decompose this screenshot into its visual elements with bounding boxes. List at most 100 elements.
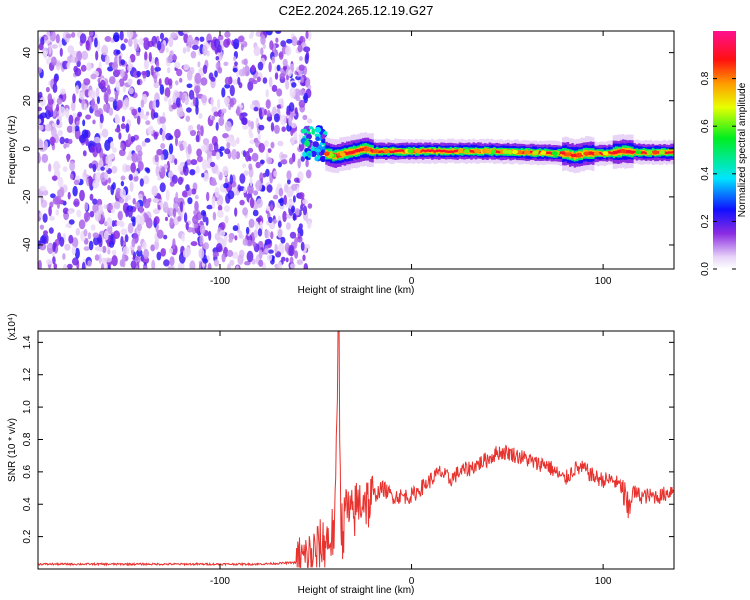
snr-x-tick-label: -100 — [210, 576, 230, 587]
heatmap-noise-cell — [187, 34, 194, 47]
snr-y-tick-label: 1.4 — [22, 335, 33, 349]
heatmap-noise-cell — [50, 193, 56, 199]
heatmap-noise-cell — [51, 127, 57, 138]
heatmap-noise-cell — [167, 67, 171, 74]
heatmap-noise-cell — [253, 229, 258, 238]
heatmap-noise-cell — [253, 190, 259, 196]
heatmap-noise-cell — [302, 114, 308, 121]
heatmap-noise-cell — [280, 159, 287, 165]
heatmap-noise-cell — [135, 254, 141, 264]
heatmap-track-cell — [431, 149, 434, 152]
heatmap-track-spot — [485, 149, 491, 154]
heatmap-noise-cell — [163, 234, 168, 240]
heatmap-noise-cell — [302, 199, 308, 205]
heatmap-noise-cell — [172, 54, 178, 61]
heatmap-noise-cell — [275, 37, 279, 43]
heatmap-noise-cell — [227, 190, 235, 200]
heatmap-noise-cell — [194, 72, 202, 84]
heatmap-noise-cell — [120, 236, 124, 247]
heatmap-track-spot — [363, 147, 370, 152]
heatmap-noise-cell — [280, 40, 287, 47]
heatmap-noise-cell — [179, 77, 183, 83]
heatmap-noise-cell — [265, 99, 271, 109]
heatmap-noise-cell — [273, 219, 278, 224]
heatmap-noise-cell — [229, 174, 233, 185]
heatmap-noise-cell — [141, 70, 148, 76]
heatmap-noise-cell — [264, 229, 271, 239]
heatmap-noise-cell — [214, 70, 218, 78]
heatmap-noise-cell — [100, 79, 106, 89]
heatmap-noise-cell — [96, 96, 100, 105]
heatmap-noise-cell — [186, 83, 193, 89]
heatmap-noise-cell — [266, 116, 273, 122]
heatmap-noise-cell — [227, 263, 231, 269]
heatmap-noise-cell — [186, 45, 191, 53]
heatmap-burst-cell — [314, 126, 322, 133]
heatmap-noise-cell — [88, 89, 95, 99]
heatmap-track-cell — [548, 151, 551, 154]
heatmap-noise-cell — [89, 145, 96, 153]
heatmap-track-cell — [401, 149, 404, 155]
heatmap-noise-cell — [122, 246, 130, 256]
heatmap-noise-cell — [244, 261, 251, 266]
heatmap-noise-cell — [294, 107, 298, 115]
heatmap-noise-cell — [280, 236, 286, 244]
heatmap-track-cell — [617, 149, 620, 154]
heatmap-noise-cell — [124, 196, 129, 203]
heatmap-noise-cell — [232, 225, 239, 232]
heatmap-noise-cell — [260, 159, 265, 165]
heatmap-noise-cell — [300, 241, 305, 251]
heatmap-burst-cell — [310, 145, 315, 153]
heatmap-noise-cell — [190, 159, 198, 166]
heatmap-noise-cell — [154, 66, 161, 72]
heatmap-noise-cell — [120, 43, 126, 51]
heatmap-noise-cell — [144, 138, 151, 143]
heatmap-noise-cell — [49, 216, 55, 221]
heatmap-noise-cell — [92, 203, 99, 214]
heatmap-track-cell — [644, 151, 648, 155]
heatmap-noise-cell — [88, 175, 92, 187]
heatmap-noise-cell — [43, 230, 48, 236]
heatmap-noise-cell — [160, 143, 166, 149]
heatmap-noise-cell — [237, 254, 244, 265]
heatmap-noise-cell — [111, 165, 118, 174]
heatmap-track-spot — [516, 150, 523, 155]
heatmap-noise-cell — [229, 98, 235, 108]
heatmap-burst-cell — [320, 134, 326, 140]
heatmap-track-cell — [419, 150, 423, 153]
heatmap-noise-cell — [192, 96, 197, 107]
heatmap-noise-cell — [179, 143, 184, 152]
heatmap-noise-cell — [175, 80, 179, 86]
heatmap-noise-cell — [268, 249, 274, 254]
heatmap-noise-cell — [291, 122, 297, 129]
heatmap-noise-cell — [290, 263, 296, 269]
heatmap-noise-cell — [150, 65, 154, 76]
heatmap-noise-cell — [137, 161, 144, 171]
heatmap-noise-cell — [128, 57, 132, 68]
heatmap-noise-cell — [182, 165, 187, 173]
heatmap-noise-cell — [242, 66, 246, 77]
heatmap-noise-cell — [259, 221, 263, 231]
heatmap-noise-cell — [124, 234, 129, 243]
heatmap-track-cell — [529, 150, 533, 154]
heatmap-noise-cell — [94, 37, 98, 48]
heatmap-noise-cell — [285, 80, 290, 90]
heatmap-noise-cell — [84, 201, 89, 211]
heatmap-noise-cell — [55, 59, 61, 71]
heatmap-noise-cell — [72, 185, 78, 197]
heatmap-noise-cell — [219, 146, 225, 152]
heatmap-noise-cell — [39, 185, 47, 192]
heatmap-noise-cell — [73, 198, 80, 208]
snr-x-axis-label: Height of straight line (km) — [298, 585, 415, 596]
snr-y-tick-label: 0.2 — [22, 529, 33, 543]
heatmap-noise-cell — [133, 38, 138, 50]
heatmap-noise-cell — [57, 130, 63, 136]
heatmap-noise-cell — [243, 187, 247, 194]
heatmap-noise-cell — [195, 134, 200, 143]
heatmap-noise-cell — [129, 181, 134, 192]
heatmap-noise-cell — [278, 98, 282, 105]
heatmap-noise-cell — [196, 155, 203, 163]
heatmap-noise-cell — [39, 243, 47, 251]
heatmap-track-cell — [424, 149, 427, 153]
heatmap-noise-cell — [127, 133, 132, 145]
